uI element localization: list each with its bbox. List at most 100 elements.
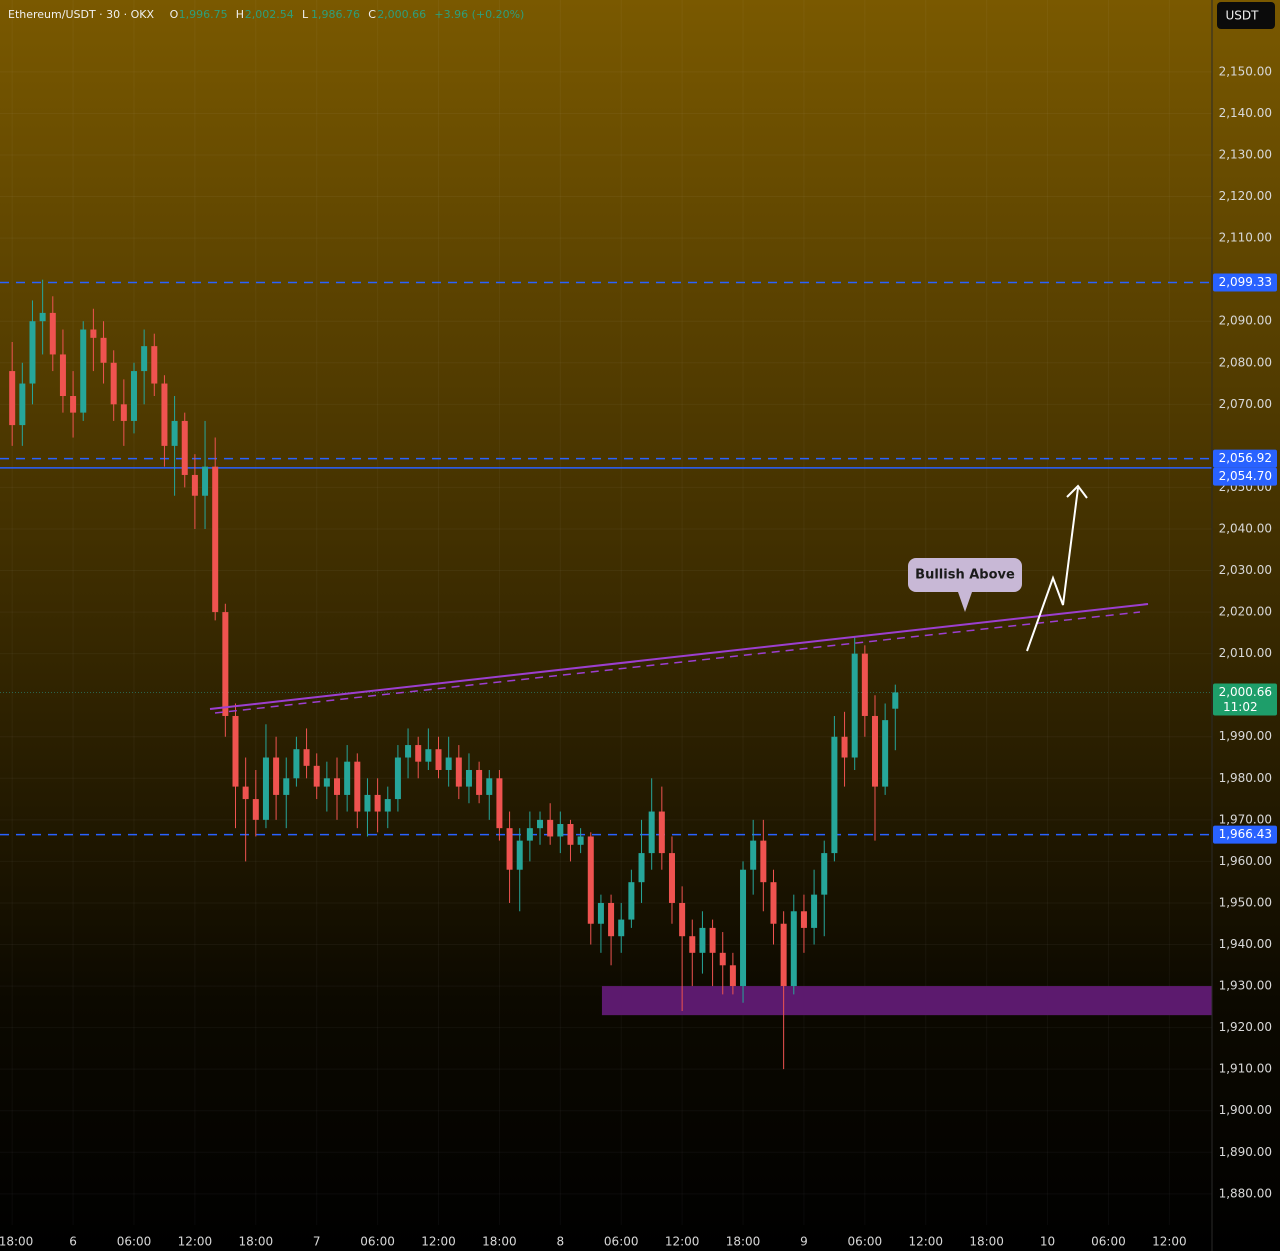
level-label-box bbox=[1213, 273, 1277, 292]
y-tick-label: 1,950.00 bbox=[1219, 895, 1272, 909]
candle-body bbox=[232, 715, 239, 787]
trendline-dashed bbox=[214, 611, 1141, 714]
candle-body bbox=[303, 749, 310, 766]
x-tick-label: 06:00 bbox=[848, 1235, 883, 1249]
candle-body bbox=[679, 902, 686, 937]
y-tick-label: 2,080.00 bbox=[1219, 355, 1272, 369]
candle-body bbox=[70, 396, 77, 413]
ohlc-letter: C bbox=[368, 8, 376, 21]
candle-body bbox=[577, 836, 584, 845]
ohlc-value: 1,996.75 bbox=[179, 8, 228, 21]
projection-arrow bbox=[1026, 487, 1079, 652]
candle-body bbox=[465, 769, 472, 787]
y-tick-label: 2,150.00 bbox=[1219, 64, 1272, 78]
y-tick-label: 1,890.00 bbox=[1219, 1145, 1272, 1159]
candle-body bbox=[445, 757, 452, 770]
last-price-box bbox=[1213, 683, 1277, 716]
currency[interactable]: USDT bbox=[1226, 9, 1260, 23]
x-tick-label: 18:00 bbox=[239, 1235, 274, 1249]
candle-body bbox=[506, 828, 513, 870]
overlays bbox=[0, 281, 1212, 1016]
candle-body bbox=[141, 346, 148, 372]
y-tick-label: 2,120.00 bbox=[1219, 189, 1272, 203]
candle-body bbox=[750, 840, 757, 870]
candle-body bbox=[80, 329, 87, 413]
x-tick-label: 12:00 bbox=[908, 1235, 943, 1249]
candle-body bbox=[405, 745, 412, 758]
x-tick-label: 06:00 bbox=[1091, 1235, 1126, 1249]
y-tick-label: 1,960.00 bbox=[1219, 854, 1272, 868]
candle-body bbox=[567, 824, 574, 845]
candle-body bbox=[597, 902, 604, 924]
callout-box bbox=[908, 558, 1022, 592]
candle-body bbox=[273, 757, 280, 795]
grid bbox=[0, 0, 1212, 1225]
candle-body bbox=[780, 923, 787, 987]
level-label: 2,054.70 bbox=[1219, 469, 1272, 483]
candle-body bbox=[283, 778, 290, 795]
candle-body bbox=[202, 466, 209, 496]
callout-pointer bbox=[958, 592, 972, 612]
candle-body bbox=[222, 612, 229, 716]
candle-body bbox=[689, 936, 696, 953]
y-tick-label: 1,880.00 bbox=[1219, 1186, 1272, 1200]
arrow-head bbox=[1066, 484, 1088, 499]
y-tick-label: 2,130.00 bbox=[1219, 147, 1272, 161]
ohlc-letter: H bbox=[236, 8, 244, 21]
candle-body bbox=[719, 952, 726, 966]
y-tick-label: 2,020.00 bbox=[1219, 605, 1272, 619]
candle-body bbox=[90, 329, 97, 338]
level-label: 1,966.43 bbox=[1219, 827, 1272, 841]
y-tick-label: 1,940.00 bbox=[1219, 937, 1272, 951]
ohlc-value: 2,000.66 bbox=[377, 8, 426, 21]
y-tick-label: 1,930.00 bbox=[1219, 979, 1272, 993]
y-tick-label: 2,070.00 bbox=[1219, 397, 1272, 411]
y-tick-label: 2,030.00 bbox=[1219, 563, 1272, 577]
x-tick-label: 12:00 bbox=[421, 1235, 456, 1249]
y-tick-label: 1,900.00 bbox=[1219, 1103, 1272, 1117]
candles bbox=[9, 279, 899, 1070]
candle-body bbox=[394, 757, 401, 800]
candle-body bbox=[151, 346, 158, 384]
candle-body bbox=[19, 383, 26, 426]
candle-body bbox=[882, 720, 889, 787]
candle-body bbox=[709, 927, 716, 953]
x-tick-label: 12:00 bbox=[1152, 1235, 1187, 1249]
candle-body bbox=[161, 383, 168, 446]
y-tick-label: 2,110.00 bbox=[1219, 231, 1272, 245]
candle-body bbox=[212, 466, 219, 613]
candle-body bbox=[608, 902, 615, 937]
candle-body bbox=[486, 778, 493, 795]
candle-body bbox=[547, 819, 554, 837]
candle-body bbox=[557, 824, 564, 837]
candle-body bbox=[9, 371, 16, 426]
candle-body bbox=[658, 811, 665, 854]
y-tick-label: 2,140.00 bbox=[1219, 106, 1272, 120]
level-label: 2,056.92 bbox=[1219, 451, 1272, 465]
candle-body bbox=[618, 919, 625, 937]
annotation: Bullish Above bbox=[915, 568, 1015, 583]
candle-body bbox=[171, 420, 178, 446]
candle-body bbox=[262, 757, 269, 820]
currency-box[interactable] bbox=[1217, 2, 1275, 29]
candle-body bbox=[831, 736, 838, 854]
candle-body bbox=[39, 312, 46, 322]
x-tick-label: 18:00 bbox=[969, 1235, 1004, 1249]
x-tick-label: 06:00 bbox=[360, 1235, 395, 1249]
level-label-box bbox=[1213, 449, 1277, 468]
candle-body bbox=[130, 371, 137, 421]
change: +3.96 (+0.20%) bbox=[434, 8, 524, 21]
candle-body bbox=[811, 894, 818, 928]
candle-body bbox=[59, 354, 66, 397]
candle-body bbox=[344, 761, 351, 795]
y-tick-label: 2,040.00 bbox=[1219, 521, 1272, 535]
symbol-title: Ethereum/USDT · 30 · OKX bbox=[8, 8, 155, 21]
y-tick-label: 1,990.00 bbox=[1219, 729, 1272, 743]
candle-body bbox=[293, 749, 300, 779]
candle-body bbox=[242, 786, 249, 800]
x-tick-label: 06:00 bbox=[117, 1235, 152, 1249]
candle-body bbox=[648, 811, 655, 854]
candle-body bbox=[740, 869, 747, 987]
level-label-box bbox=[1213, 825, 1277, 844]
